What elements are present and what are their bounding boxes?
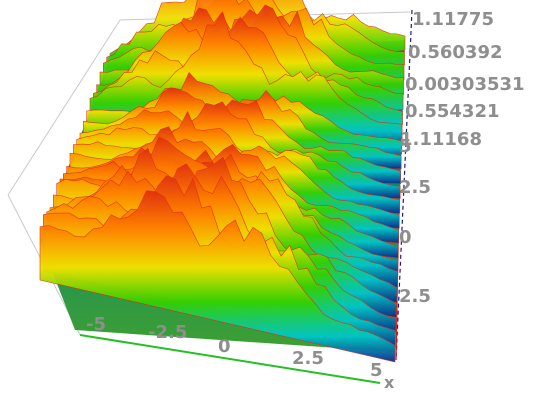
y-tick-label: 5: [399, 136, 412, 157]
x-axis-label: x: [384, 373, 395, 392]
surface-ridge: [39, 190, 396, 363]
x-axis-ticks: -5 -2.5 0 2.5 5 x: [86, 314, 395, 392]
x-tick-label: -5: [86, 314, 106, 335]
x-tick-label: 5: [370, 360, 383, 381]
z-axis-ticks: 1.11775 0.560392 0.00303531 0.554321 1.1…: [400, 9, 525, 150]
z-tick-label: 0.560392: [408, 42, 503, 63]
surface-ridges: [39, 0, 406, 363]
y-tick-label: 2.5: [399, 286, 431, 307]
z-tick-label: 0.00303531: [405, 74, 525, 95]
y-tick-label: 0: [399, 227, 412, 248]
z-tick-label: 1.11775: [412, 9, 494, 30]
x-axis-line: [79, 334, 381, 384]
x-tick-label: -2.5: [148, 322, 187, 343]
y-axis-ticks: 5 2.5 0 2.5: [399, 136, 431, 307]
z-tick-label: 0.554321: [405, 101, 500, 122]
z-axis-line: [395, 9, 413, 361]
y-tick-label: 2.5: [399, 177, 431, 198]
z-tick-label: 1.11168: [400, 129, 482, 150]
box-edge-left: [7, 19, 121, 196]
x-tick-label: 2.5: [292, 348, 324, 369]
x-tick-label: 0: [218, 336, 231, 357]
